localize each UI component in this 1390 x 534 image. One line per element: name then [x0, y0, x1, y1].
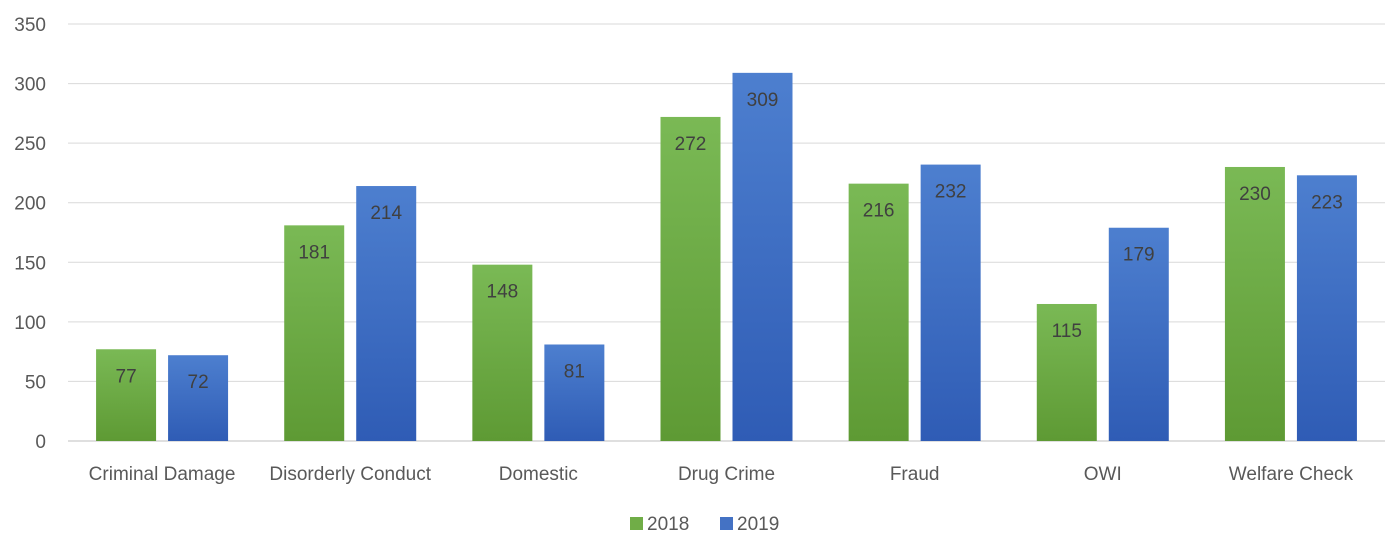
gridlines [68, 23, 1385, 442]
y-tick-label: 50 [25, 372, 46, 393]
bar-2019-2 [544, 344, 605, 441]
data-label: 148 [487, 282, 519, 303]
bar-2018-5 [1036, 303, 1097, 441]
y-tick-label: 300 [14, 75, 46, 96]
y-tick-label: 200 [14, 194, 46, 215]
bars [96, 72, 1357, 442]
bar-2019-3 [732, 72, 793, 441]
bar-2018-4 [848, 183, 909, 441]
bar-2018-2 [472, 264, 533, 441]
x-tick-label: Disorderly Conduct [269, 464, 431, 485]
data-label: 223 [1311, 192, 1343, 213]
x-tick-label: OWI [1084, 464, 1122, 485]
x-tick-label: Criminal Damage [89, 464, 236, 485]
x-tick-label: Drug Crime [678, 464, 775, 485]
legend: 2018 2019 [630, 514, 779, 534]
data-label: 214 [370, 203, 402, 224]
data-label: 77 [116, 366, 137, 387]
y-tick-label: 150 [14, 253, 46, 274]
x-tick-label: Fraud [890, 464, 940, 485]
y-tick-label: 100 [14, 313, 46, 334]
bar-2019-6 [1296, 175, 1357, 441]
bar-2019-4 [920, 164, 981, 442]
y-tick-label: 350 [14, 15, 46, 36]
data-label: 309 [747, 90, 779, 111]
legend-swatch-2019 [720, 517, 733, 530]
legend-swatch-2018 [630, 517, 643, 530]
data-label: 230 [1239, 184, 1271, 205]
data-label: 81 [564, 361, 585, 382]
data-label: 179 [1123, 245, 1155, 266]
bar-2019-5 [1108, 227, 1169, 441]
legend-label: 2018 [647, 514, 689, 534]
x-tick-label: Welfare Check [1229, 464, 1354, 485]
data-label: 272 [675, 134, 707, 155]
y-tick-label: 0 [35, 432, 46, 453]
bar-2019-0 [168, 355, 229, 441]
data-label: 232 [935, 182, 967, 203]
data-label: 115 [1052, 321, 1082, 342]
bar-2018-1 [284, 225, 345, 441]
data-label: 181 [298, 242, 330, 263]
bar-2019-1 [356, 186, 417, 441]
data-labels: 77 72 181 214 148 81 272 309 216 232 115 179 230 223 [116, 90, 1343, 393]
y-axis: 0 50 100 150 200 250 300 350 [14, 15, 46, 453]
data-label: 216 [863, 201, 895, 222]
x-axis: Criminal Damage Disorderly Conduct Domesti… [89, 464, 1354, 485]
bar-2018-0 [96, 349, 157, 441]
legend-label: 2019 [737, 514, 779, 534]
x-tick-label: Domestic [499, 464, 578, 485]
data-label: 72 [188, 372, 209, 393]
bar-2018-6 [1224, 166, 1285, 441]
y-tick-label: 250 [14, 134, 46, 155]
bar-2018-3 [660, 116, 721, 441]
